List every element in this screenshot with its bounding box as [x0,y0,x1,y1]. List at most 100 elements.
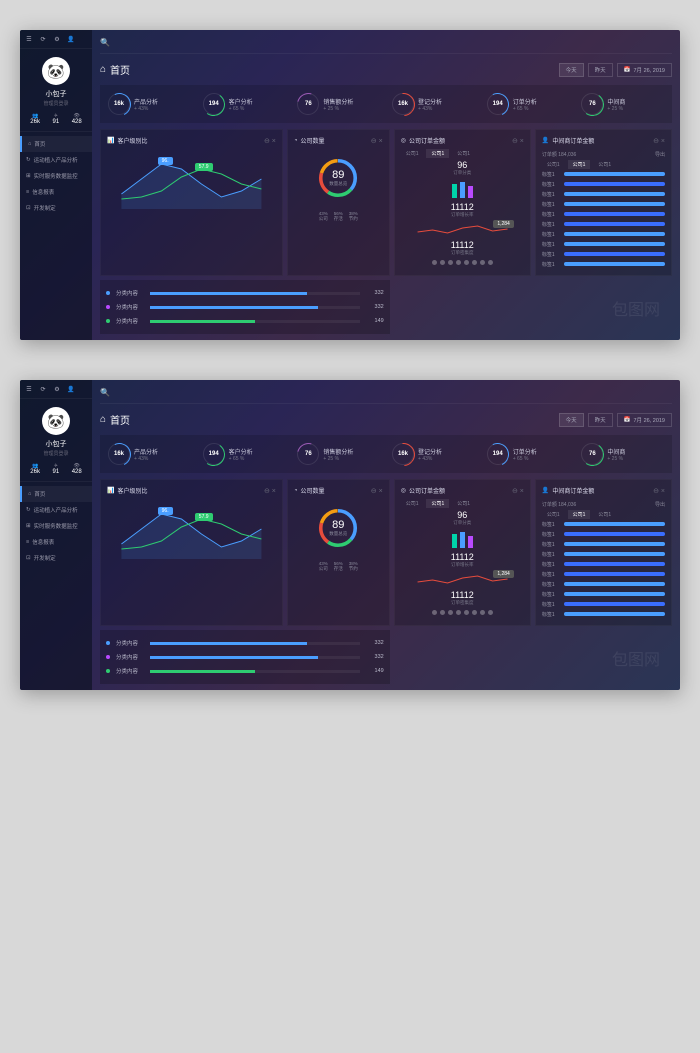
nav-icon: ⌂ [28,491,31,497]
stat: ✈91 [52,463,59,475]
search-icon[interactable]: 🔍 [100,388,110,397]
calendar-icon: 📅 [624,67,631,73]
nav-item[interactable]: ⊡开发制定 [20,200,92,216]
rank-row: 标签1 [542,249,665,259]
user-icon[interactable]: 👤 [66,34,76,44]
chart-icon: 📊 [107,487,114,494]
tab[interactable]: 公司1 [568,510,591,519]
nav-item[interactable]: ↻运动植入产品分析 [20,152,92,168]
tab[interactable]: 公司1 [401,499,424,508]
chart-badge: 57.9 [195,163,213,171]
avatar[interactable]: 🐼 [42,407,70,435]
rank-row: 标签1 [542,169,665,179]
mm-tabs: 公司1公司1公司1 [542,160,665,169]
search-icon[interactable]: 🔍 [100,38,110,47]
avatar[interactable]: 🐼 [42,57,70,85]
kpi: 76中间商+ 25 % [577,89,668,119]
username: 小包子 [20,439,92,449]
coin-icon: ◎ [401,487,406,494]
nav-item[interactable]: ⊞实时服务数据监控 [20,168,92,184]
tab[interactable]: 公司1 [593,510,616,519]
mini-bars [401,180,524,198]
pie-icon: ◔ [294,488,298,494]
kpi: 16k登记分析+ 43% [388,89,479,119]
kpi: 16k登记分析+ 43% [388,439,479,469]
close-icon[interactable]: ⊖ × [653,137,665,145]
nav-item[interactable]: ↻运动植入产品分析 [20,502,92,518]
kpi: 16k产品分析+ 43% [104,89,195,119]
stat: 👁428 [72,113,82,125]
user-icon[interactable]: 👤 [66,384,76,394]
close-icon[interactable]: ⊖ × [371,487,383,495]
kpi-ring: 16k [392,443,414,465]
orders-card: ◎公司订单金额⊖ × 公司1公司1公司1 96订单分类 11112订单增长率 1… [394,479,531,626]
rank-row: 标签1 [542,189,665,199]
rank-row: 标签1 [542,579,665,589]
tab[interactable]: 公司1 [542,510,565,519]
close-icon[interactable]: ⊖ × [371,137,383,145]
settings-icon[interactable]: ⚙ [52,384,62,394]
yesterday-button[interactable]: 昨天 [588,413,613,427]
chart-badge: 96. [158,507,173,515]
menu-icon[interactable]: ☰ [24,384,34,394]
settings-icon[interactable]: ⚙ [52,34,62,44]
category-bars: 分类内容332分类内容332分类内容149 [100,280,390,334]
close-icon[interactable]: ⊖ × [512,487,524,495]
nav-item[interactable]: ⌂首页 [20,486,92,502]
date-picker[interactable]: 📅7月 26, 2019 [617,413,672,427]
date-picker[interactable]: 📅7月 26, 2019 [617,63,672,77]
stat: 👥26k [30,113,40,125]
line-chart [107,499,276,559]
line-chart [107,149,276,209]
donut-legend: 43%公司56%存活38%节约 [319,211,358,222]
export-button[interactable]: 导出 [655,501,665,508]
nav-item[interactable]: ⌂首页 [20,136,92,152]
rank-row: 标签1 [542,569,665,579]
kpi-ring: 16k [108,443,130,465]
chart-badge: 57.9 [195,513,213,521]
today-button[interactable]: 今天 [559,63,584,77]
user-icon: 👤 [542,137,549,144]
refresh-icon[interactable]: ⟳ [38,34,48,44]
tab[interactable]: 公司1 [426,149,449,158]
kpi-ring: 76 [297,443,319,465]
nav-item[interactable]: ⊞实时服务数据监控 [20,518,92,534]
rank-row: 标签1 [542,599,665,609]
user-icon: 👤 [542,487,549,494]
close-icon[interactable]: ⊖ × [653,487,665,495]
tab[interactable]: 公司1 [593,160,616,169]
nav-item[interactable]: ≡信息报表 [20,534,92,550]
page-heading [0,0,700,30]
close-icon[interactable]: ⊖ × [512,137,524,145]
order-tabs: 公司1公司1公司1 [401,499,524,508]
today-button[interactable]: 今天 [559,413,584,427]
export-button[interactable]: 导出 [655,151,665,158]
kpi: 76中间商+ 25 % [577,439,668,469]
kpi-row: 16k产品分析+ 43%194客户分析+ 65 %76销售额分析+ 25 %16… [100,85,672,123]
kpi-ring: 194 [203,443,225,465]
refresh-icon[interactable]: ⟳ [38,384,48,394]
nav: ⌂首页↻运动植入产品分析⊞实时服务数据监控≡信息报表⊡开发制定 [20,132,92,220]
tab[interactable]: 公司1 [452,499,475,508]
company-count-card: ◔公司数量⊖ × 89数量总览 43%公司56%存活38%节约 [287,479,390,626]
nav-item[interactable]: ≡信息报表 [20,184,92,200]
company-count-card: ◔公司数量⊖ × 89数量总览 43%公司56%存活38%节约 [287,129,390,276]
close-icon[interactable]: ⊖ × [264,137,276,145]
tab[interactable]: 公司1 [452,149,475,158]
coin-icon: ◎ [401,137,406,144]
kpi-ring: 194 [203,93,225,115]
stat: 👁428 [72,463,82,475]
kpi: 194订单分析+ 65 % [483,89,574,119]
tab[interactable]: 公司1 [426,499,449,508]
yesterday-button[interactable]: 昨天 [588,63,613,77]
nav-item[interactable]: ⊡开发制定 [20,550,92,566]
close-icon[interactable]: ⊖ × [264,487,276,495]
kpi: 194订单分析+ 65 % [483,439,574,469]
page-title: ⌂首页 [100,412,130,427]
nav-icon: ⊞ [26,523,31,529]
menu-icon[interactable]: ☰ [24,34,34,44]
tab[interactable]: 公司1 [568,160,591,169]
tab[interactable]: 公司1 [401,149,424,158]
tab[interactable]: 公司1 [542,160,565,169]
nav-icon: ↻ [26,507,31,513]
